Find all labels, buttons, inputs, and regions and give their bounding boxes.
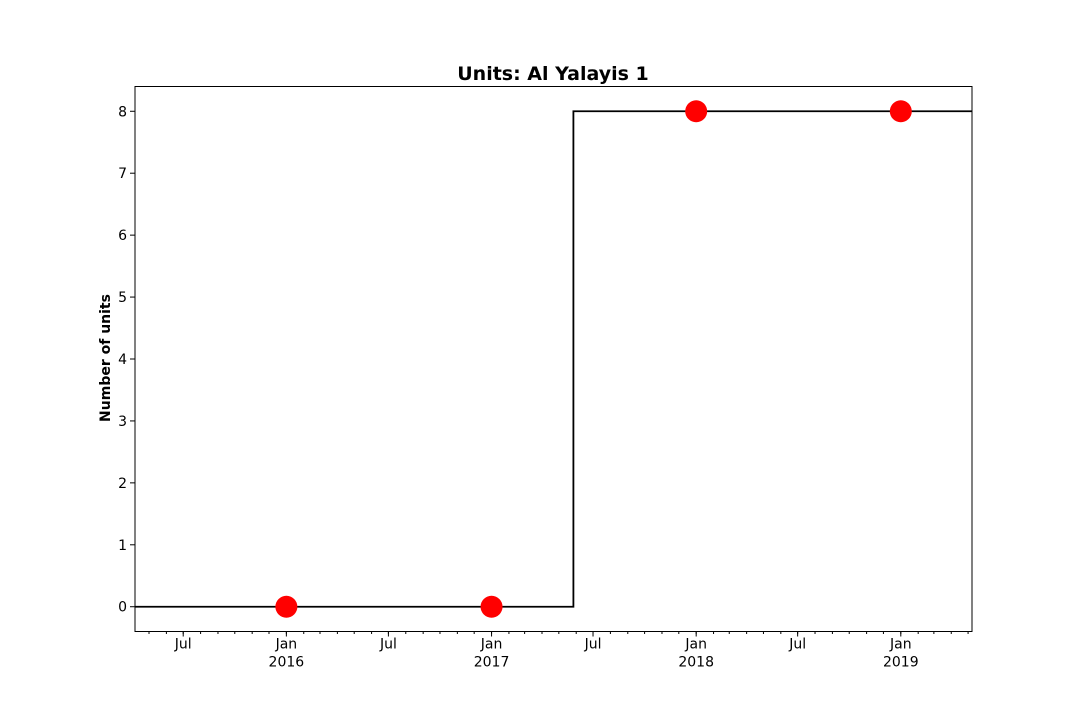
data-point-marker [889, 100, 912, 123]
x-tick-year-label: 2019 [883, 655, 919, 671]
x-tick-label: Jul [788, 637, 806, 653]
y-tick-label: 6 [118, 228, 127, 244]
x-tick-year-label: 2018 [678, 655, 714, 671]
x-tick-label: Jul [174, 637, 192, 653]
chart-title: Units: Al Yalayis 1 [457, 63, 649, 85]
y-tick-label: 0 [118, 600, 127, 616]
data-point-marker [275, 595, 298, 618]
data-point-marker [480, 595, 503, 618]
y-tick-label: 1 [118, 538, 127, 554]
axes-frame [134, 86, 973, 632]
x-tick-label: Jul [379, 637, 397, 653]
x-tick-label: Jan [275, 637, 298, 653]
series-step-line [135, 110, 972, 608]
y-tick-label: 5 [118, 290, 127, 306]
y-tick-label: 4 [118, 352, 127, 368]
y-tick-label: 8 [118, 104, 127, 120]
x-tick-label: Jan [480, 637, 503, 653]
axis-ticks: 0 1 2 3 4 5 6 7 8 Jul Jan 2016 Jul Jan 2017 Jul Jan 2018 J… [118, 104, 969, 671]
x-tick-year-label: 2017 [474, 655, 510, 671]
x-tick-label: Jul [584, 637, 602, 653]
x-tick-label: Jan [889, 637, 912, 653]
y-tick-label: 7 [118, 166, 127, 182]
y-tick-label: 3 [118, 414, 127, 430]
y-axis-label: Number of units [98, 294, 114, 422]
data-point-marker [685, 100, 708, 123]
x-tick-label: Jan [684, 637, 707, 653]
plot-area [135, 100, 972, 618]
x-tick-year-label: 2016 [269, 655, 305, 671]
y-tick-label: 2 [118, 476, 127, 492]
